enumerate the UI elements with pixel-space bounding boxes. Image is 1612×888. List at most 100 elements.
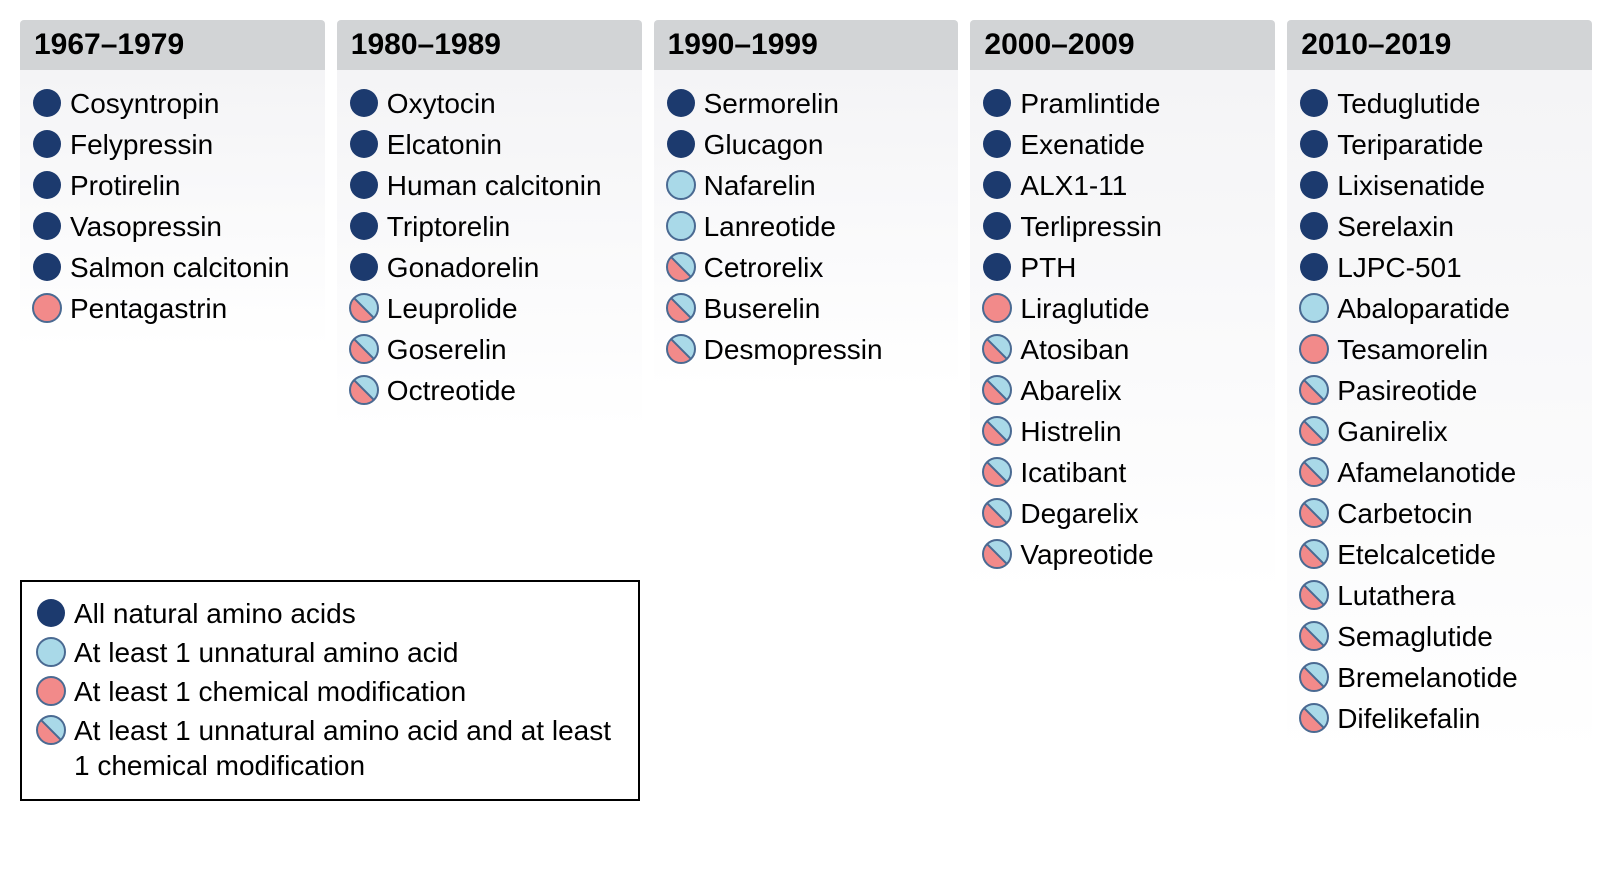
marker-natural-icon (1299, 170, 1329, 200)
list-item: Gonadorelin (349, 250, 630, 285)
legend-item: All natural amino acids (36, 596, 624, 631)
list-item: Carbetocin (1299, 496, 1580, 531)
marker-natural-icon (1299, 211, 1329, 241)
list-item: Sermorelin (666, 86, 947, 121)
item-label: ALX1-11 (1020, 168, 1127, 203)
marker-both-icon (1299, 580, 1329, 610)
timeline-column: 1990–1999SermorelinGlucagonNafarelinLanr… (654, 20, 959, 389)
list-item: Glucagon (666, 127, 947, 162)
item-label: PTH (1020, 250, 1076, 285)
list-item: Vasopressin (32, 209, 313, 244)
item-label: Lixisenatide (1337, 168, 1485, 203)
marker-both-icon (1299, 621, 1329, 651)
legend-box: All natural amino acids At least 1 unnatu… (20, 580, 640, 801)
list-item: LJPC-501 (1299, 250, 1580, 285)
list-item: Difelikefalin (1299, 701, 1580, 736)
list-item: Abarelix (982, 373, 1263, 408)
list-item: Cetrorelix (666, 250, 947, 285)
column-header: 2010–2019 (1287, 20, 1592, 70)
marker-both-icon (666, 252, 696, 282)
marker-natural-icon (349, 129, 379, 159)
list-item: Felypressin (32, 127, 313, 162)
legend-label: At least 1 unnatural amino acid (74, 635, 458, 670)
list-item: Pentagastrin (32, 291, 313, 326)
marker-both-icon (982, 457, 1012, 487)
legend-label: At least 1 unnatural amino acid and at l… (74, 713, 624, 783)
column-header: 1980–1989 (337, 20, 642, 70)
marker-natural-icon (32, 252, 62, 282)
item-label: Carbetocin (1337, 496, 1472, 531)
marker-both-icon (349, 293, 379, 323)
list-item: Abaloparatide (1299, 291, 1580, 326)
item-label: Degarelix (1020, 496, 1138, 531)
marker-both-icon (982, 375, 1012, 405)
item-label: Pasireotide (1337, 373, 1477, 408)
marker-both-icon (1299, 539, 1329, 569)
marker-both-icon (1299, 703, 1329, 733)
marker-natural-icon (32, 129, 62, 159)
item-label: Teduglutide (1337, 86, 1480, 121)
marker-both-icon (666, 293, 696, 323)
marker-natural-icon (982, 170, 1012, 200)
marker-natural-icon (36, 598, 66, 628)
timeline-column: 1967–1979CosyntropinFelypressinProtireli… (20, 20, 325, 348)
marker-both-icon (982, 334, 1012, 364)
timeline-column: 2000–2009PramlintideExenatideALX1-11Terl… (970, 20, 1275, 594)
column-body: TeduglutideTeriparatideLixisenatideSerel… (1287, 70, 1592, 758)
marker-natural-icon (349, 252, 379, 282)
item-label: Glucagon (704, 127, 824, 162)
marker-unnatural-icon (1299, 293, 1329, 323)
list-item: Goserelin (349, 332, 630, 367)
marker-natural-icon (32, 170, 62, 200)
item-label: Vasopressin (70, 209, 222, 244)
marker-natural-icon (666, 88, 696, 118)
item-label: Vapreotide (1020, 537, 1153, 572)
marker-natural-icon (982, 129, 1012, 159)
marker-chemmod-icon (1299, 334, 1329, 364)
marker-unnatural-icon (36, 637, 66, 667)
list-item: PTH (982, 250, 1263, 285)
item-label: Felypressin (70, 127, 213, 162)
marker-natural-icon (982, 88, 1012, 118)
list-item: Triptorelin (349, 209, 630, 244)
legend-label: All natural amino acids (74, 596, 356, 631)
list-item: Lixisenatide (1299, 168, 1580, 203)
marker-both-icon (1299, 457, 1329, 487)
list-item: Etelcalcetide (1299, 537, 1580, 572)
marker-chemmod-icon (32, 293, 62, 323)
list-item: Human calcitonin (349, 168, 630, 203)
marker-both-icon (982, 539, 1012, 569)
timeline-container: 1967–1979CosyntropinFelypressinProtireli… (20, 20, 1592, 758)
item-label: Octreotide (387, 373, 516, 408)
list-item: Ganirelix (1299, 414, 1580, 449)
legend-item: At least 1 chemical modification (36, 674, 624, 709)
item-label: Afamelanotide (1337, 455, 1516, 490)
marker-natural-icon (32, 211, 62, 241)
marker-unnatural-icon (666, 170, 696, 200)
list-item: Liraglutide (982, 291, 1263, 326)
marker-both-icon (349, 375, 379, 405)
marker-natural-icon (349, 211, 379, 241)
item-label: Icatibant (1020, 455, 1126, 490)
item-label: Exenatide (1020, 127, 1145, 162)
marker-natural-icon (32, 88, 62, 118)
list-item: Elcatonin (349, 127, 630, 162)
item-label: Sermorelin (704, 86, 839, 121)
list-item: Octreotide (349, 373, 630, 408)
timeline-column: 1980–1989OxytocinElcatoninHuman calciton… (337, 20, 642, 430)
item-label: Etelcalcetide (1337, 537, 1496, 572)
item-label: Gonadorelin (387, 250, 540, 285)
item-label: Terlipressin (1020, 209, 1162, 244)
list-item: Atosiban (982, 332, 1263, 367)
list-item: Semaglutide (1299, 619, 1580, 654)
item-label: Human calcitonin (387, 168, 602, 203)
column-body: PramlintideExenatideALX1-11TerlipressinP… (970, 70, 1275, 594)
item-label: Desmopressin (704, 332, 883, 367)
marker-natural-icon (666, 129, 696, 159)
item-label: Goserelin (387, 332, 507, 367)
item-label: Cosyntropin (70, 86, 219, 121)
item-label: Bremelanotide (1337, 660, 1518, 695)
column-header: 2000–2009 (970, 20, 1275, 70)
item-label: Nafarelin (704, 168, 816, 203)
item-label: Semaglutide (1337, 619, 1493, 654)
